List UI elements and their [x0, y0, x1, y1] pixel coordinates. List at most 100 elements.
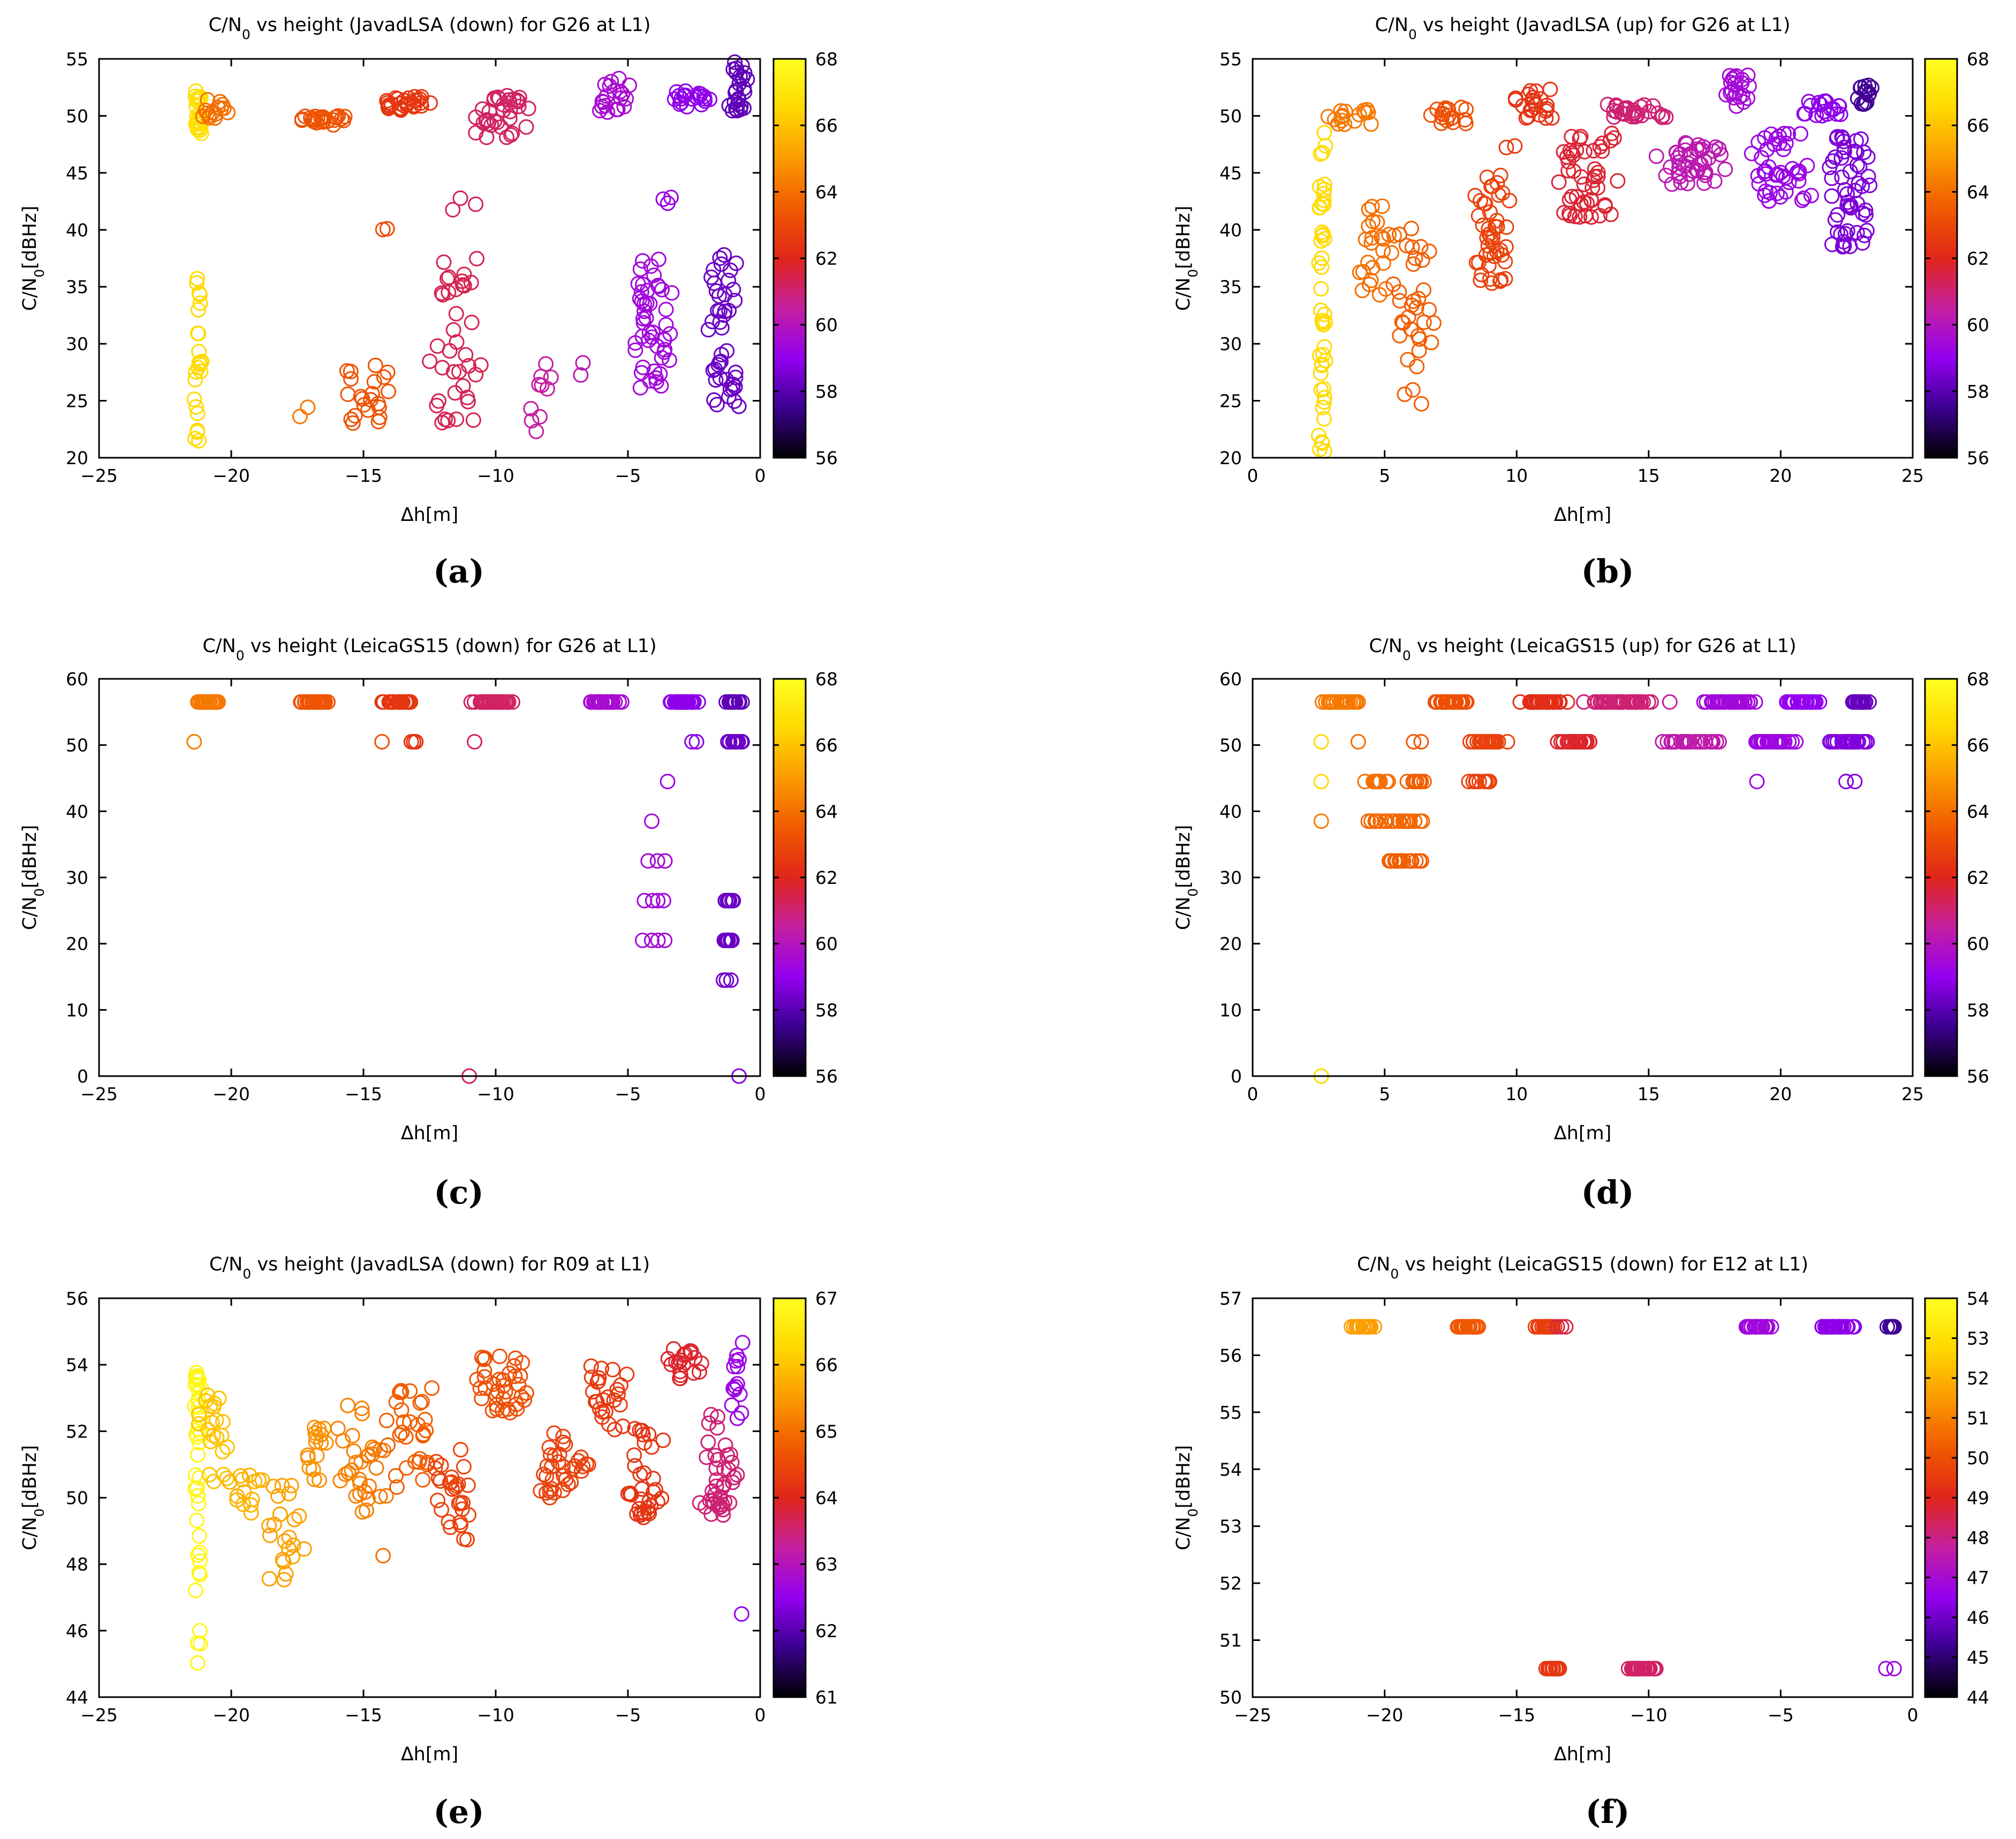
data-point: [1421, 302, 1437, 318]
data-point: [398, 1429, 414, 1445]
x-tick-label: −20: [213, 465, 250, 486]
data-point: [1446, 694, 1462, 710]
data-point: [1784, 734, 1800, 750]
data-point: [1791, 163, 1807, 179]
data-point: [1703, 734, 1719, 750]
data-point: [517, 1392, 533, 1408]
data-point: [1522, 83, 1538, 99]
data-point: [1411, 291, 1427, 307]
y-axis-label: C/N0[dBHz]: [1173, 825, 1201, 930]
data-point: [1363, 1319, 1379, 1335]
data-point: [1761, 193, 1777, 209]
data-point: [1859, 734, 1875, 750]
data-point: [187, 372, 203, 388]
data-point: [1423, 335, 1439, 351]
data-point: [1345, 694, 1361, 710]
data-point: [711, 288, 727, 304]
data-point: [1713, 147, 1729, 163]
data-point: [1849, 157, 1865, 173]
data-point: [1848, 145, 1865, 161]
y-tick-label: 40: [66, 220, 88, 240]
data-point: [1658, 109, 1674, 125]
data-point: [650, 892, 666, 909]
y-tick-label: 48: [66, 1554, 88, 1575]
data-point: [660, 774, 676, 790]
data-point: [650, 252, 666, 267]
data-points: [187, 1335, 751, 1671]
data-point: [388, 1468, 404, 1484]
data-point: [456, 1459, 472, 1475]
colorbar-tick-label: 64: [815, 181, 838, 202]
data-point: [1788, 734, 1804, 750]
data-point: [192, 286, 208, 302]
data-point: [1705, 694, 1721, 710]
data-point: [1360, 104, 1376, 120]
data-point: [468, 196, 484, 212]
data-point: [1316, 411, 1332, 427]
data-point: [1562, 142, 1578, 158]
data-point: [647, 363, 662, 379]
y-tick-label: 56: [66, 1288, 88, 1309]
data-point: [1808, 694, 1824, 710]
data-point: [1696, 153, 1712, 169]
data-point: [635, 276, 651, 292]
data-point: [1314, 145, 1330, 161]
data-point: [1538, 110, 1554, 126]
chart-title: C/N0 vs height (JavadLSA (up) for G26 at…: [1375, 14, 1790, 42]
data-point: [692, 1364, 707, 1380]
data-point: [1498, 239, 1514, 255]
data-point: [729, 1376, 745, 1392]
y-tick-label: 50: [1219, 1687, 1242, 1708]
data-point: [1708, 139, 1724, 155]
data-point: [450, 1476, 466, 1492]
data-point: [1857, 694, 1873, 710]
data-point: [394, 694, 410, 710]
data-point: [1316, 339, 1332, 355]
data-point: [192, 295, 208, 311]
data-point: [709, 397, 725, 413]
data-point: [186, 734, 202, 750]
data-point: [613, 694, 630, 710]
data-point: [361, 1478, 377, 1494]
data-point: [1602, 133, 1618, 149]
data-point: [708, 1460, 724, 1476]
data-point: [1655, 734, 1671, 750]
x-tick-label: −5: [615, 1084, 641, 1104]
data-point: [1355, 264, 1371, 280]
colorbar-tick-label: 64: [815, 801, 838, 822]
data-point: [460, 1477, 476, 1493]
data-point: [402, 1383, 418, 1399]
data-point: [1858, 202, 1874, 218]
data-point: [1590, 180, 1605, 196]
data-point: [733, 1606, 749, 1622]
data-point: [732, 1387, 748, 1402]
y-tick-label: 45: [1219, 163, 1242, 184]
y-tick-label: 50: [1219, 735, 1242, 756]
x-tick-label: −5: [615, 1705, 641, 1726]
data-point: [193, 364, 209, 379]
data-point: [1468, 1319, 1484, 1335]
data-point: [285, 1537, 301, 1553]
data-point: [312, 1472, 328, 1488]
data-point: [703, 1406, 719, 1422]
data-point: [192, 1623, 208, 1639]
data-point: [1371, 287, 1388, 303]
data-point: [729, 1410, 745, 1426]
data-point: [453, 1442, 468, 1458]
data-point: [724, 1397, 740, 1413]
data-point: [1708, 734, 1724, 750]
data-point: [497, 694, 513, 710]
data-point: [1350, 694, 1366, 710]
data-point: [412, 1395, 428, 1411]
data-point: [366, 1441, 382, 1457]
x-tick-label: 0: [1247, 465, 1259, 486]
data-point: [414, 1394, 430, 1410]
data-point: [1878, 1661, 1894, 1677]
data-point: [1451, 694, 1467, 710]
x-tick-label: 15: [1638, 1084, 1660, 1104]
data-point: [446, 364, 461, 380]
data-point: [712, 314, 728, 330]
chart-a: C/N0 vs height (JavadLSA (down) for G26 …: [19, 14, 838, 526]
colorbar-tick-label: 68: [815, 49, 838, 70]
